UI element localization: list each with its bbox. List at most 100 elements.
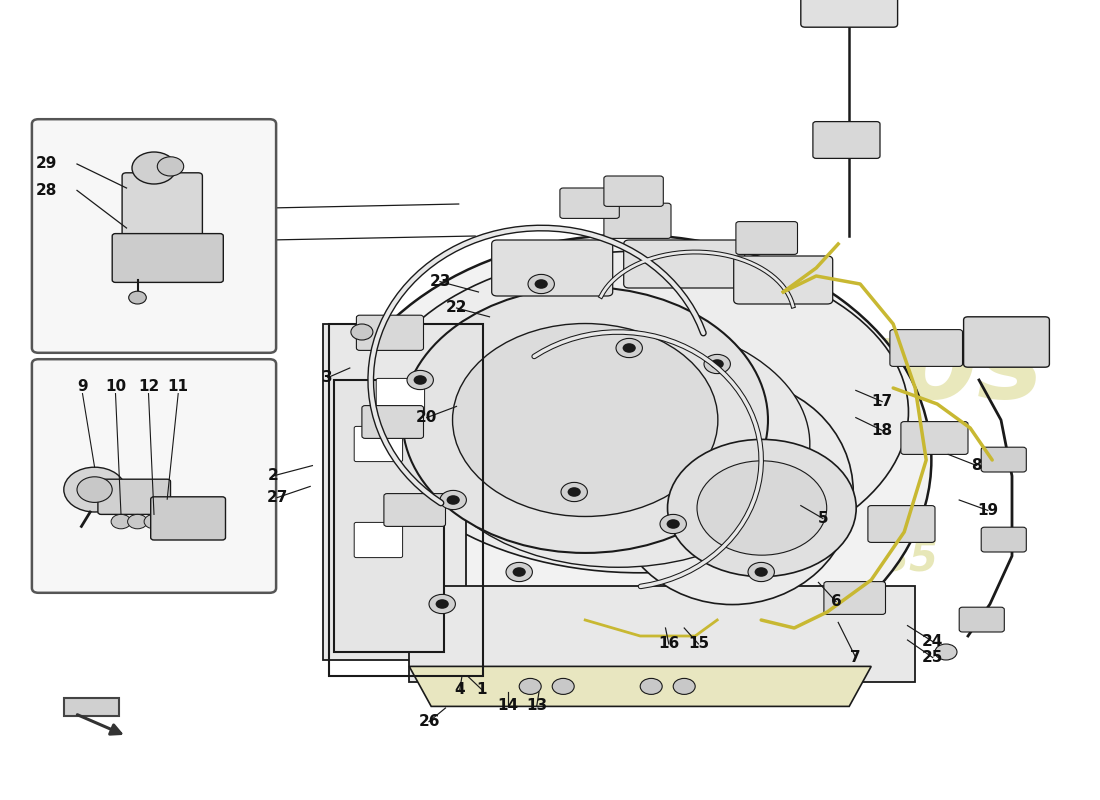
FancyBboxPatch shape	[409, 586, 915, 682]
Text: 10: 10	[104, 378, 126, 394]
Text: 4: 4	[454, 682, 465, 697]
FancyBboxPatch shape	[334, 380, 444, 652]
FancyBboxPatch shape	[824, 582, 886, 614]
FancyBboxPatch shape	[868, 506, 935, 542]
Circle shape	[407, 370, 433, 390]
FancyBboxPatch shape	[981, 447, 1026, 472]
FancyBboxPatch shape	[734, 256, 833, 304]
Circle shape	[447, 495, 460, 505]
Ellipse shape	[427, 321, 810, 567]
Circle shape	[157, 157, 184, 176]
FancyBboxPatch shape	[560, 188, 619, 218]
Circle shape	[668, 439, 856, 577]
Circle shape	[667, 519, 680, 529]
Circle shape	[64, 467, 125, 512]
Text: 29: 29	[36, 157, 57, 171]
Text: 22: 22	[446, 301, 468, 315]
FancyBboxPatch shape	[492, 240, 613, 296]
FancyBboxPatch shape	[151, 497, 226, 540]
FancyBboxPatch shape	[901, 422, 968, 454]
Text: 9: 9	[77, 378, 88, 394]
Circle shape	[351, 324, 373, 340]
Circle shape	[755, 567, 768, 577]
Text: 12: 12	[138, 378, 160, 394]
Text: 2: 2	[267, 469, 278, 483]
Circle shape	[748, 562, 774, 582]
Text: 19: 19	[977, 503, 999, 518]
FancyBboxPatch shape	[112, 234, 223, 282]
FancyBboxPatch shape	[376, 378, 425, 414]
Text: 3: 3	[322, 370, 333, 385]
Text: 17: 17	[871, 394, 893, 409]
Circle shape	[704, 354, 730, 374]
Text: 1985: 1985	[822, 539, 938, 581]
Circle shape	[77, 477, 112, 502]
FancyBboxPatch shape	[356, 315, 424, 350]
Circle shape	[697, 461, 827, 555]
Circle shape	[616, 338, 642, 358]
Text: 18: 18	[871, 423, 893, 438]
FancyBboxPatch shape	[624, 240, 745, 288]
FancyBboxPatch shape	[98, 479, 170, 514]
FancyBboxPatch shape	[604, 176, 663, 206]
Text: 27: 27	[266, 490, 288, 505]
Text: 1: 1	[476, 682, 487, 697]
Circle shape	[111, 514, 131, 529]
FancyBboxPatch shape	[959, 607, 1004, 632]
Circle shape	[623, 343, 636, 353]
Circle shape	[436, 599, 449, 609]
FancyBboxPatch shape	[890, 330, 962, 366]
Ellipse shape	[612, 379, 854, 605]
Text: 23: 23	[429, 274, 451, 289]
Text: 8: 8	[971, 458, 982, 473]
Text: ros: ros	[847, 314, 1044, 422]
Circle shape	[711, 359, 724, 369]
Polygon shape	[64, 698, 119, 716]
Circle shape	[568, 487, 581, 497]
Text: 20: 20	[416, 410, 438, 425]
Text: 24: 24	[922, 634, 944, 649]
Circle shape	[528, 274, 554, 294]
Text: 11: 11	[167, 378, 189, 394]
FancyBboxPatch shape	[964, 317, 1049, 367]
FancyBboxPatch shape	[604, 203, 671, 238]
Circle shape	[452, 323, 718, 517]
Polygon shape	[409, 666, 871, 706]
FancyBboxPatch shape	[122, 173, 202, 239]
FancyBboxPatch shape	[32, 359, 276, 593]
Circle shape	[519, 678, 541, 694]
Circle shape	[429, 594, 455, 614]
Text: 7: 7	[850, 650, 861, 665]
Circle shape	[506, 562, 532, 582]
Text: 13: 13	[526, 698, 548, 713]
Text: 6: 6	[830, 594, 842, 609]
Circle shape	[552, 678, 574, 694]
Circle shape	[414, 375, 427, 385]
Circle shape	[132, 152, 176, 184]
Text: 14: 14	[497, 698, 519, 713]
FancyBboxPatch shape	[32, 119, 276, 353]
FancyBboxPatch shape	[801, 0, 898, 27]
Circle shape	[128, 514, 147, 529]
FancyBboxPatch shape	[354, 426, 403, 462]
Circle shape	[144, 514, 164, 529]
Circle shape	[440, 490, 466, 510]
Circle shape	[673, 678, 695, 694]
Text: 26: 26	[418, 714, 440, 729]
Text: 16: 16	[658, 637, 680, 651]
Circle shape	[935, 644, 957, 660]
FancyBboxPatch shape	[354, 522, 403, 558]
Text: 28: 28	[36, 183, 57, 198]
Text: 25: 25	[922, 650, 944, 665]
FancyBboxPatch shape	[323, 324, 466, 660]
Circle shape	[129, 291, 146, 304]
Text: a passion: a passion	[639, 482, 802, 510]
Circle shape	[561, 482, 587, 502]
Text: 15: 15	[688, 637, 710, 651]
Ellipse shape	[327, 235, 932, 685]
Circle shape	[640, 678, 662, 694]
FancyBboxPatch shape	[813, 122, 880, 158]
Ellipse shape	[372, 251, 909, 573]
Text: 5: 5	[817, 511, 828, 526]
Circle shape	[513, 567, 526, 577]
